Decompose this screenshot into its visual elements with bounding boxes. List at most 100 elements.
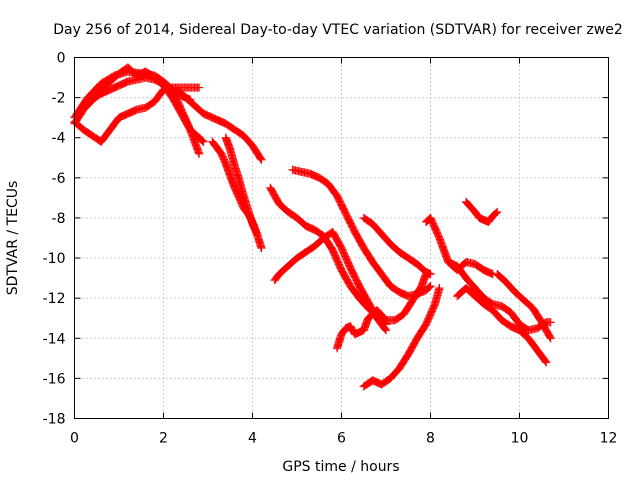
y-axis-label: SDTVAR / TECUs (5, 181, 21, 296)
track-markers (338, 245, 354, 271)
data-point (257, 155, 266, 164)
track-markers (355, 283, 372, 305)
track-markers (471, 285, 488, 302)
track-markers (285, 208, 300, 222)
track-markers (187, 98, 207, 117)
series-10 (288, 165, 435, 301)
data-markers (70, 63, 555, 391)
data-point (252, 229, 262, 239)
track-markers (276, 200, 292, 216)
track-markers (431, 285, 444, 307)
y-tick-label: -6 (52, 171, 66, 187)
x-tick-label: 10 (511, 431, 529, 447)
y-tick-label: -14 (43, 331, 66, 347)
track-markers (71, 118, 87, 133)
track-markers (338, 325, 350, 338)
track-markers (435, 235, 452, 265)
series-5 (172, 85, 266, 164)
data-point (381, 326, 391, 335)
track-markers (476, 214, 487, 224)
track-markers (423, 268, 434, 278)
track-markers (369, 259, 385, 277)
data-point (546, 318, 555, 327)
track-markers (80, 126, 96, 139)
track-markers (485, 213, 497, 225)
track-markers (498, 316, 514, 330)
track-markers (498, 302, 514, 316)
track-markers (409, 283, 425, 303)
track-markers (387, 282, 403, 296)
track-markers (373, 315, 390, 334)
series-12 (359, 213, 435, 279)
track-markers (231, 185, 243, 201)
track-markers (249, 221, 261, 237)
track-markers (462, 198, 479, 215)
track-markers (378, 231, 394, 248)
track-markers (303, 242, 318, 256)
track-markers (378, 271, 394, 290)
data-point (426, 282, 435, 291)
x-tick-label: 12 (600, 431, 618, 447)
track-markers (151, 86, 167, 105)
track-markers (427, 215, 443, 241)
series-14 (421, 213, 497, 279)
data-point (257, 243, 266, 253)
track-markers (360, 214, 376, 228)
series-17 (453, 284, 551, 367)
track-markers (365, 311, 376, 322)
track-markers (316, 174, 331, 188)
data-point (195, 149, 204, 158)
x-tick-label: 2 (159, 431, 168, 447)
track-markers (271, 271, 283, 284)
track-markers (222, 120, 238, 133)
y-tick-label: -12 (43, 291, 66, 307)
track-markers (489, 208, 501, 220)
data-point (542, 358, 551, 367)
y-tick-label: 0 (57, 51, 66, 67)
track-markers (512, 289, 527, 304)
track-markers (329, 229, 345, 251)
track-markers (294, 214, 309, 230)
track-markers (489, 307, 505, 324)
track-markers (404, 335, 421, 358)
series-3 (70, 83, 204, 146)
track-markers (97, 126, 114, 145)
track-markers (414, 260, 430, 276)
track-markers (494, 271, 510, 286)
track-markers (89, 90, 105, 103)
track-markers (342, 211, 359, 235)
track-markers (369, 220, 385, 237)
grid-lines (74, 57, 609, 419)
track-markers (360, 245, 376, 265)
track-markers (235, 177, 248, 199)
track-markers (294, 248, 309, 262)
data-point (426, 270, 435, 279)
track-markers (405, 254, 420, 268)
track-markers (217, 151, 230, 167)
track-markers (187, 126, 207, 145)
x-tick-label: 8 (426, 431, 435, 447)
track-markers (249, 142, 265, 163)
track-markers (422, 301, 439, 327)
track-markers (529, 305, 546, 326)
track-markers (311, 234, 327, 250)
track-markers (534, 347, 550, 366)
track-markers (481, 300, 496, 314)
track-markers (80, 96, 96, 109)
track-markers (472, 260, 487, 274)
track-markers (392, 310, 407, 324)
y-tick-label: -4 (52, 131, 66, 147)
series-15 (444, 257, 555, 335)
track-markers (396, 248, 412, 262)
x-tick-label: 4 (248, 431, 257, 447)
track-markers (200, 110, 220, 124)
series-18 (493, 270, 555, 343)
track-markers (520, 297, 536, 312)
track-markers (338, 267, 354, 289)
track-markers (471, 209, 483, 221)
series-7 (221, 133, 262, 239)
track-markers (373, 307, 390, 324)
track-markers (413, 321, 430, 342)
track-markers (106, 114, 123, 133)
y-tick-label: -10 (43, 251, 66, 267)
